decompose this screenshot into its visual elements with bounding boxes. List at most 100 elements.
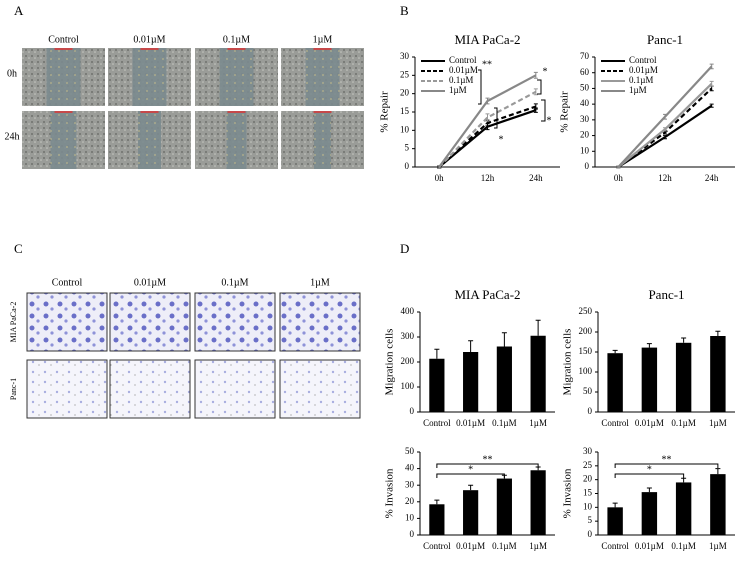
y-tick-label: 40 — [580, 98, 590, 108]
legend-label: Control — [449, 55, 477, 65]
chart-title: Panc-1 — [648, 287, 684, 302]
series-line — [617, 82, 713, 168]
bar — [710, 474, 726, 535]
bar — [675, 342, 692, 412]
error-bar — [709, 80, 714, 87]
y-tick-label: 50 — [583, 386, 593, 396]
significance-bracket — [541, 99, 546, 122]
significance-label: ** — [662, 454, 672, 465]
y-tick-label: 0 — [588, 529, 593, 539]
legend-label: 1µM — [449, 85, 467, 95]
bar — [463, 352, 479, 412]
x-tick-label: 0.1µM — [671, 418, 695, 428]
y-tick-label: 0 — [405, 161, 410, 171]
series-line — [438, 90, 537, 168]
y-tick-label: 100 — [579, 366, 593, 376]
error-bar — [709, 63, 714, 70]
wound-area — [219, 48, 254, 106]
y-tick-label: 20 — [583, 474, 593, 484]
y-tick-label: 400 — [401, 306, 415, 316]
x-tick-label: 0.01µM — [635, 541, 664, 551]
legend-label: 0.1µM — [629, 75, 653, 85]
significance-label: * — [547, 115, 552, 126]
legend-label: 0.1µM — [449, 75, 473, 85]
y-tick-label: 0 — [410, 529, 415, 539]
transwell-image — [194, 292, 276, 352]
significance-label: * — [468, 464, 473, 475]
y-tick-label: 50 — [580, 82, 590, 92]
error-bar — [437, 165, 442, 169]
x-tick-label: 0.1µM — [492, 541, 516, 551]
x-tick-label: 0h — [614, 173, 624, 183]
y-tick-label: 20 — [580, 130, 590, 140]
column-label: Control — [48, 34, 79, 45]
row-label: 0h — [7, 68, 17, 79]
transwell-image — [279, 359, 361, 419]
legend-label: Control — [629, 55, 657, 65]
significance-label: ** — [482, 59, 492, 70]
significance-bracket — [436, 463, 539, 468]
error-bar — [663, 135, 667, 140]
error-bar — [612, 349, 618, 354]
x-tick-label: 1µM — [529, 418, 547, 428]
transwell-image — [279, 292, 361, 352]
error-bar — [468, 484, 474, 491]
y-tick-label: 50 — [405, 446, 415, 456]
y-tick-label: 20 — [405, 496, 415, 506]
error-bar — [533, 103, 538, 110]
x-tick-label: 24h — [705, 173, 719, 183]
significance-bracket — [494, 107, 498, 129]
legend-label: 0.01µM — [629, 65, 658, 75]
error-bar — [485, 97, 490, 105]
wound-area — [314, 111, 331, 169]
error-bar — [468, 340, 474, 352]
column-label: 1µM — [310, 277, 330, 288]
bar — [710, 336, 726, 412]
wound-area — [305, 48, 340, 106]
y-tick-label: 5 — [588, 515, 593, 525]
wound-area — [226, 111, 247, 169]
bar — [675, 482, 692, 535]
y-tick-label: 0 — [585, 161, 590, 171]
row-label: Panc-1 — [9, 378, 18, 400]
y-axis-label: Migration cells — [562, 329, 574, 396]
x-tick-label: Control — [423, 418, 451, 428]
y-tick-label: 25 — [583, 460, 593, 470]
error-bar — [434, 499, 440, 505]
y-tick-label: 200 — [579, 326, 593, 336]
error-bar — [715, 330, 721, 336]
error-bar — [434, 348, 440, 359]
bar — [496, 346, 512, 412]
transwell-image — [109, 292, 191, 352]
y-tick-label: 100 — [401, 381, 415, 391]
y-tick-label: 10 — [400, 124, 410, 134]
chart-title: Panc-1 — [647, 32, 683, 47]
x-tick-label: Control — [601, 541, 629, 551]
panel-label: A — [14, 3, 24, 18]
bar — [607, 353, 623, 412]
x-tick-label: Control — [601, 418, 629, 428]
y-tick-label: 15 — [400, 106, 410, 116]
bar — [607, 507, 623, 535]
y-tick-label: 30 — [583, 446, 593, 456]
y-axis-label: % Repair — [559, 91, 571, 133]
chart-title: MIA PaCa-2 — [454, 32, 520, 47]
y-axis-label: % Invasion — [562, 468, 574, 518]
y-tick-label: 40 — [405, 463, 415, 473]
y-tick-label: 200 — [401, 356, 415, 366]
bar — [641, 347, 658, 412]
bar — [530, 335, 546, 412]
significance-bracket — [478, 69, 482, 105]
column-label: 1µM — [313, 34, 333, 45]
significance-label: ** — [483, 454, 493, 465]
y-tick-label: 0 — [588, 406, 593, 416]
error-bar — [646, 487, 652, 493]
transwell-image — [26, 359, 108, 419]
row-label: MIA PaCa-2 — [9, 302, 18, 343]
x-tick-label: 0.1µM — [671, 541, 695, 551]
x-tick-label: 0.01µM — [456, 541, 485, 551]
y-axis-label: % Repair — [379, 91, 391, 133]
significance-bracket — [614, 463, 719, 468]
y-tick-label: 20 — [400, 88, 410, 98]
